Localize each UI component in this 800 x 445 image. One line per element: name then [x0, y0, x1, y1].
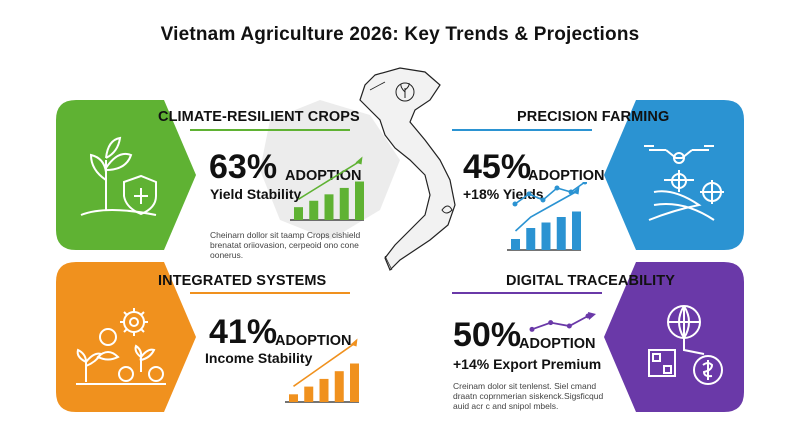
chart-bar — [350, 363, 359, 402]
chart-point — [554, 185, 560, 191]
traceability-sub: +14% Export Premium — [453, 356, 602, 372]
chart-bar — [289, 394, 298, 402]
sprout-shield-icon — [80, 136, 157, 216]
chart-bar — [309, 200, 319, 220]
integrated-systems-badge — [46, 262, 196, 412]
traceability-adoption-label: ADOPTION — [519, 336, 596, 352]
chart-trend-arrow — [588, 312, 596, 320]
integrated-adoption-label: ADOPTION — [275, 333, 352, 349]
traceability-rule — [452, 292, 602, 294]
chart-overlay-line — [514, 182, 586, 205]
chart-bar — [572, 211, 581, 250]
map-shadow — [260, 100, 400, 240]
chart-trend-line — [298, 160, 360, 200]
digital-traceability-badge — [604, 262, 754, 412]
chart-point — [540, 197, 546, 203]
chart-bar — [334, 371, 344, 402]
chart-line — [531, 315, 589, 331]
climate-resilient-badge — [46, 100, 196, 250]
precision-rule — [452, 129, 592, 131]
seedling-icon — [395, 82, 415, 102]
chart-point — [566, 323, 572, 329]
traceability-heading: DIGITAL TRACEABILITY — [506, 273, 676, 289]
climate-sub: Yield Stability — [210, 186, 302, 202]
climate-stat: 63% — [209, 148, 278, 186]
chart-bar — [319, 378, 329, 402]
precision-stat: 45% — [463, 148, 532, 186]
chart-bar — [304, 386, 314, 402]
chart-point — [526, 191, 532, 197]
chart-trend-arrow — [350, 338, 358, 347]
chart-trend-line — [514, 190, 577, 232]
chart-bar — [541, 222, 551, 250]
chart-trend-arrow — [355, 156, 363, 165]
integrated-chart — [285, 338, 359, 403]
chart-point — [529, 326, 535, 332]
climate-chart — [290, 156, 364, 221]
traceability-note: Creinam dolor sit tenlenst. Siel cmand d… — [453, 381, 604, 411]
vietnam-map — [359, 67, 456, 272]
page-title: Vietnam Agriculture 2026: Key Trends & P… — [160, 24, 640, 45]
globe-qr-icon — [648, 305, 723, 385]
gears-plant-icon — [76, 308, 166, 385]
chart-point — [582, 182, 587, 185]
chart-trend-line — [293, 342, 355, 387]
integrated-stat: 41% — [209, 313, 278, 351]
traceability-chart — [529, 312, 596, 332]
chart-point — [548, 320, 554, 326]
climate-rule — [190, 129, 350, 131]
precision-adoption-label: ADOPTION — [528, 168, 605, 184]
integrated-sub: Income Stability — [205, 350, 313, 366]
chart-trend-arrow — [572, 186, 580, 195]
chart-bar — [339, 187, 349, 220]
traceability-stat: 50% — [453, 316, 522, 354]
integrated-rule — [190, 292, 350, 294]
drone-icon — [644, 145, 724, 221]
chart-point — [568, 189, 574, 195]
chart-bar — [355, 181, 364, 220]
chart-bar — [526, 228, 536, 250]
chart-bar — [511, 239, 520, 250]
leaf-icon — [441, 205, 453, 214]
integrated-heading: INTEGRATED SYSTEMS — [158, 273, 327, 289]
precision-chart — [507, 182, 587, 251]
chart-bar — [294, 207, 303, 220]
chart-bar — [556, 217, 566, 250]
precision-farming-badge — [604, 100, 754, 250]
climate-note: Cheinarn dollor sit taamp Crops cishield… — [210, 230, 361, 260]
climate-heading: CLIMATE-RESILIENT CROPS — [158, 109, 360, 125]
chart-point — [512, 201, 518, 207]
precision-heading: PRECISION FARMING — [517, 109, 670, 125]
chart-bar — [324, 194, 334, 220]
